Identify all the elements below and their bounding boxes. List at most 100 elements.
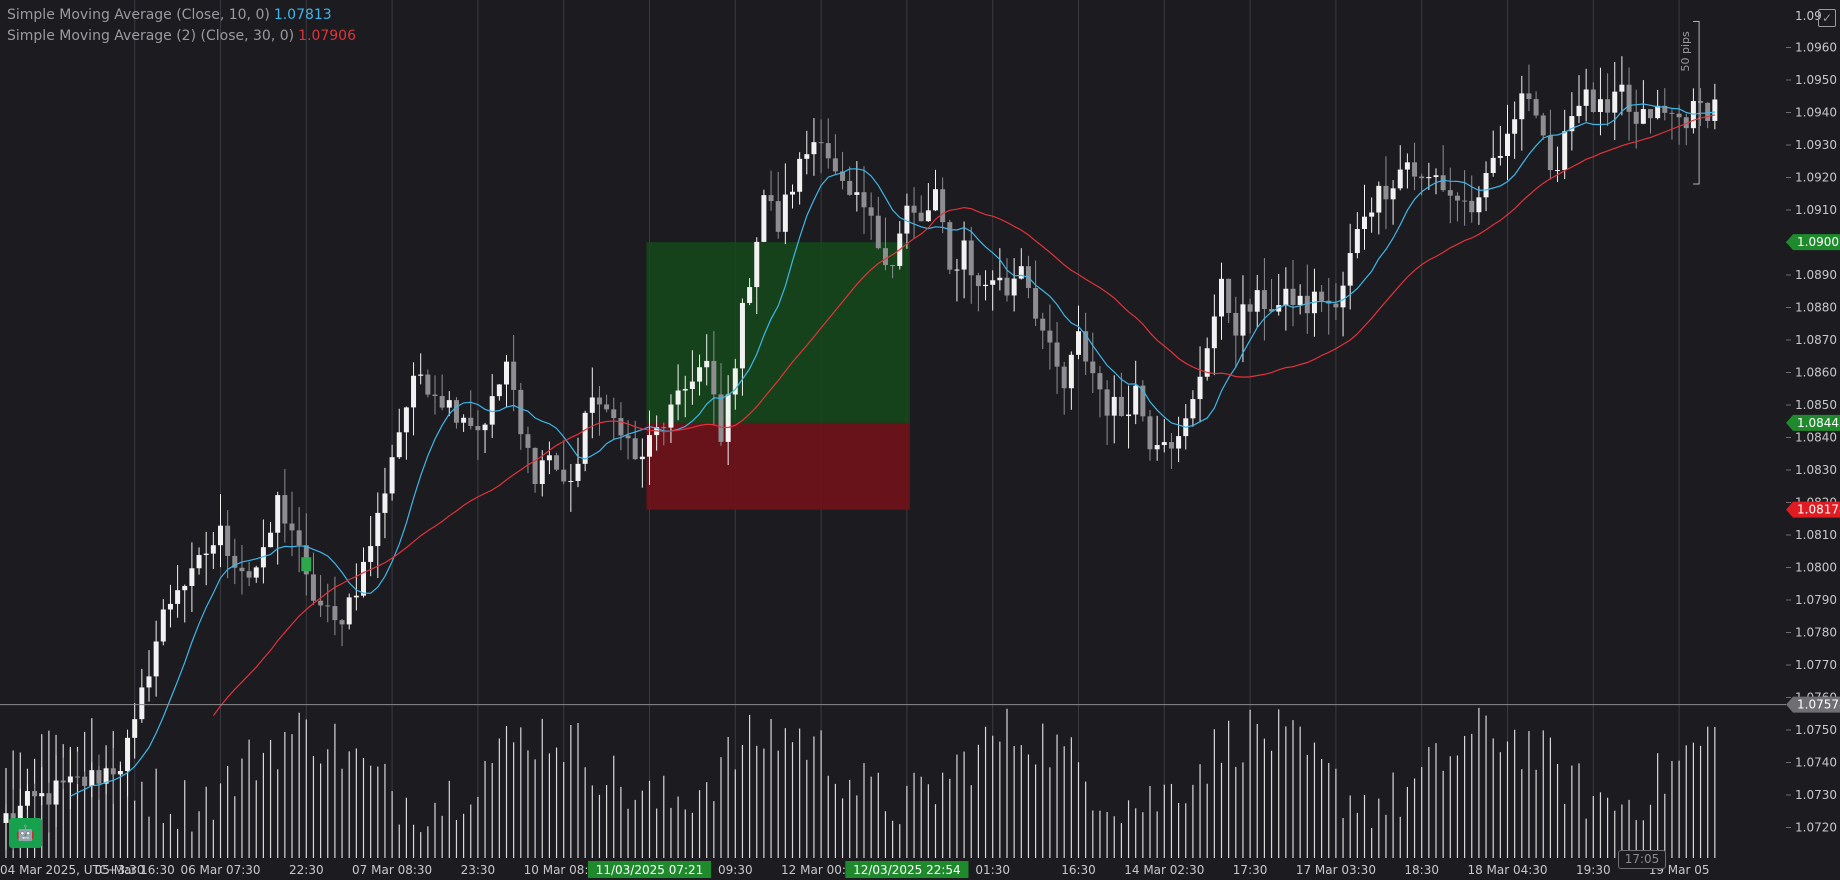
candle-body <box>1347 253 1353 286</box>
stop-loss-tag-text: 1.08178 <box>1797 503 1840 517</box>
trade-marker <box>301 557 312 572</box>
candle-body <box>210 545 216 554</box>
legend-sma-10[interactable]: Simple Moving Average (Close, 10, 0) 1.07… <box>7 5 356 26</box>
candle-body <box>53 780 59 805</box>
candle-body <box>632 438 638 460</box>
candle-body <box>167 603 173 610</box>
candle-body <box>39 793 45 797</box>
candle-body <box>32 791 38 797</box>
candle-body <box>668 404 674 428</box>
candle-body <box>67 776 73 783</box>
price-tick-label: 1.0780 <box>1795 626 1837 640</box>
candle-body <box>361 561 366 596</box>
candle-body <box>861 192 867 208</box>
candle-body <box>418 374 424 376</box>
candle-body <box>797 158 803 192</box>
candle-body <box>1083 331 1089 362</box>
candle-body <box>1547 135 1553 171</box>
candle-body <box>933 189 938 211</box>
candle-body <box>925 210 931 222</box>
time-tick-label: 18 Mar 04:30 <box>1467 863 1547 877</box>
price-axis[interactable]: 1.091.07201.07301.07401.07501.07601.0770… <box>1786 0 1840 880</box>
time-tick-label: 05 Mar 16:30 <box>95 863 175 877</box>
candle-body <box>425 374 431 395</box>
candle-body <box>804 154 810 159</box>
candle-body <box>1590 89 1596 113</box>
candle-body <box>697 367 703 382</box>
candle-body <box>1583 89 1589 106</box>
candle-body <box>1640 109 1646 124</box>
legend-sma-30-label: Simple Moving Average (2) (Close, 30, 0) <box>7 28 295 44</box>
time-tick-label: 04 Mar 2025, UTC+3:30 <box>0 863 145 877</box>
candle-body <box>747 287 753 303</box>
price-tick-label: 1.0730 <box>1795 788 1837 802</box>
candle-body <box>546 455 552 461</box>
clock-text: 17:05 <box>1624 852 1660 866</box>
candle-body <box>1133 385 1139 415</box>
candle-body <box>1068 354 1074 389</box>
candle-body <box>203 553 209 556</box>
time-tick-label: 07 Mar 08:30 <box>352 863 432 877</box>
candle-body <box>782 194 788 232</box>
candle-body <box>353 595 359 598</box>
candle-body <box>1118 396 1124 417</box>
candle-body <box>17 805 23 820</box>
candle-body <box>589 397 595 413</box>
candle-body <box>1254 290 1260 312</box>
candle-body <box>725 394 731 442</box>
moving-averages <box>70 103 1716 797</box>
candle-body <box>1662 105 1668 113</box>
candle-body <box>110 768 116 775</box>
candle-body <box>775 201 781 232</box>
candle-body <box>346 597 352 625</box>
candle-body <box>489 396 495 425</box>
price-tick-label: 1.0770 <box>1795 658 1837 672</box>
entry-tag: 1.08445 <box>1786 414 1840 431</box>
price-tick-label: 1.0860 <box>1795 366 1837 380</box>
price-tick-label: 1.0740 <box>1795 756 1837 770</box>
trading-bot-icon[interactable]: 🤖 <box>9 818 42 848</box>
time-tick-label: 17:30 <box>1233 863 1268 877</box>
candle-body <box>854 192 860 195</box>
candle-body <box>954 269 960 271</box>
expand-check-icon[interactable]: ✓ <box>1818 9 1836 27</box>
candle-body <box>1562 131 1568 171</box>
candle-body <box>296 530 302 546</box>
candle-body <box>375 512 381 547</box>
candle-body <box>146 676 152 688</box>
candle-body <box>1462 200 1468 202</box>
candle-body <box>1290 288 1296 305</box>
candle-body <box>561 469 567 482</box>
candle-body <box>518 389 524 435</box>
candle-body <box>918 212 924 222</box>
candle-body <box>1383 185 1389 200</box>
candle-body <box>1454 195 1460 201</box>
candle-body <box>711 360 717 395</box>
legend-sma-30-value: 1.07906 <box>298 28 356 44</box>
candle-body <box>983 284 989 287</box>
time-tick-label: 01:30 <box>975 863 1010 877</box>
candle-body <box>482 424 488 431</box>
candle-body <box>1469 200 1475 213</box>
candle-body <box>611 409 617 419</box>
candle-body <box>1276 305 1282 312</box>
price-axis-bg <box>1786 0 1840 880</box>
candle-body <box>754 241 760 288</box>
candle-body <box>182 585 188 591</box>
candle-body <box>246 571 252 578</box>
candle-body <box>1090 361 1096 374</box>
candle-body <box>1354 229 1360 254</box>
candle-body <box>1147 416 1153 450</box>
time-tick-label: 18:30 <box>1404 863 1439 877</box>
legend-sma-30[interactable]: Simple Moving Average (2) (Close, 30, 0)… <box>7 26 356 47</box>
time-tick-label: 17 Mar 03:30 <box>1296 863 1376 877</box>
candle-body <box>368 546 374 562</box>
candle-body <box>125 737 131 772</box>
candle-body <box>1412 162 1418 177</box>
candle-body <box>511 361 517 390</box>
position-zones <box>646 242 910 510</box>
candle-body <box>82 776 88 786</box>
candle-body <box>525 434 531 448</box>
